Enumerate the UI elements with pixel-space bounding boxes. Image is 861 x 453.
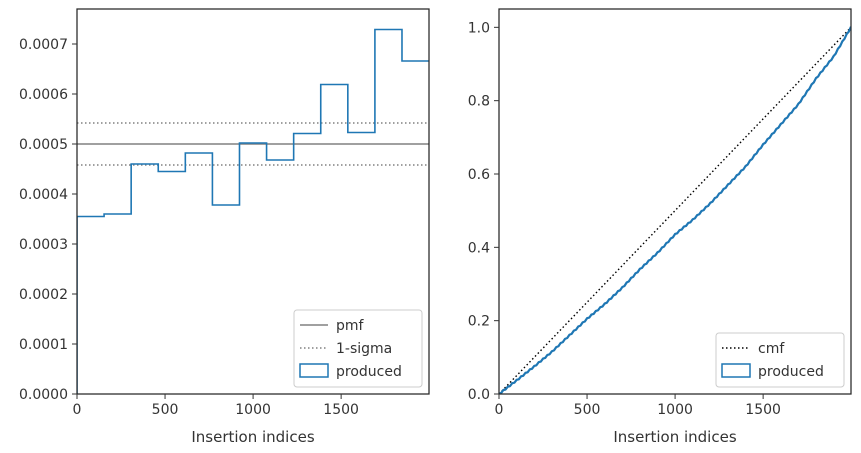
x-tick-label: 500 bbox=[152, 402, 179, 418]
legend: pmf 1-sigma produced bbox=[293, 309, 423, 388]
y-tick-label: 0.0005 bbox=[19, 137, 68, 153]
y-tick-label: 0.0003 bbox=[19, 237, 68, 253]
y-tick-label: 0.0000 bbox=[19, 387, 68, 403]
x-tick-label: 0 bbox=[495, 402, 504, 418]
cmf-line bbox=[498, 26, 852, 395]
x-axis-label: Insertion indices bbox=[613, 428, 736, 446]
y-tick-label: 0.4 bbox=[468, 240, 490, 256]
x-tick-label: 1500 bbox=[745, 402, 781, 418]
x-tick-label: 1500 bbox=[323, 402, 359, 418]
y-tick-label: 0.0004 bbox=[19, 187, 68, 203]
left-chart-panel: 0 500 1000 1500 0.0000 0.0001 0.0002 0.0003 0.00… bbox=[19, 8, 430, 446]
x-tick-label: 500 bbox=[574, 402, 601, 418]
y-tick-label: 1.0 bbox=[468, 20, 490, 36]
y-tick-label: 0.0002 bbox=[19, 287, 68, 303]
y-tick-label: 0.0001 bbox=[19, 337, 68, 353]
legend-box bbox=[715, 332, 845, 388]
legend-swatch-produced bbox=[721, 363, 751, 378]
y-tick-label: 0.0007 bbox=[19, 37, 68, 53]
x-axis-label: Insertion indices bbox=[191, 428, 314, 446]
legend: cmf produced bbox=[715, 332, 845, 388]
y-tick-label: 0.6 bbox=[468, 167, 490, 183]
x-tick-label: 1000 bbox=[657, 402, 693, 418]
produced-cdf-line bbox=[499, 26, 851, 394]
legend-label: produced bbox=[758, 364, 824, 380]
y-tick-label: 0.8 bbox=[468, 94, 490, 110]
x-tick-label: 0 bbox=[73, 402, 82, 418]
produced-histogram bbox=[77, 28, 429, 394]
right-chart-panel: 0 500 1000 1500 0.0 0.2 0.4 0.6 0.8 1.0 Insertion … bbox=[468, 8, 852, 446]
legend-label: cmf bbox=[758, 341, 785, 357]
y-tick-label: 0.2 bbox=[468, 314, 490, 330]
y-tick-label: 0.0006 bbox=[19, 87, 68, 103]
y-tick-label: 0.0 bbox=[468, 387, 490, 403]
legend-label: pmf bbox=[336, 318, 365, 334]
legend-label: produced bbox=[336, 364, 402, 380]
legend-swatch-produced bbox=[299, 363, 329, 378]
legend-label: 1-sigma bbox=[336, 341, 392, 357]
legend-box bbox=[293, 309, 423, 388]
x-tick-label: 1000 bbox=[235, 402, 271, 418]
